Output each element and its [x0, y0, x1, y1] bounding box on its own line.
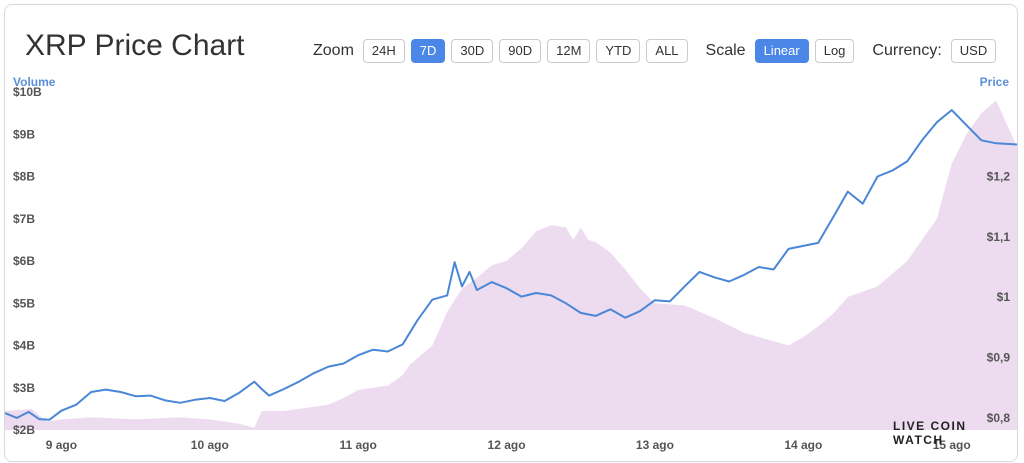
zoom-label: Zoom: [313, 42, 354, 59]
x-tick-label: 11 ago: [339, 438, 376, 452]
x-tick-label: 9 ago: [46, 438, 77, 452]
zoom-all-button[interactable]: ALL: [646, 39, 688, 63]
volume-tick-label: $9B: [13, 127, 35, 141]
brand-logo: LIVE COIN WATCH: [893, 419, 967, 447]
price-tick-label: $1,2: [987, 170, 1011, 184]
price-line: [5, 109, 1017, 421]
zoom-24h-button[interactable]: 24H: [362, 39, 405, 63]
chart-toolbar: Zoom 24H 7D 30D 90D 12M YTD ALL Scale Li…: [313, 38, 1002, 64]
volume-tick-label: $3B: [13, 381, 35, 395]
x-tick-label: 12 ago: [488, 438, 526, 452]
scale-log-button[interactable]: Log: [814, 39, 855, 63]
price-axis-title: Price: [979, 75, 1009, 89]
price-tick-label: $0,8: [987, 411, 1011, 425]
volume-tick-label: $6B: [13, 254, 35, 268]
x-tick-label: 10 ago: [191, 438, 229, 452]
zoom-30d-button[interactable]: 30D: [451, 39, 494, 63]
x-tick-label: 14 ago: [784, 438, 822, 452]
zoom-90d-button[interactable]: 90D: [499, 39, 542, 63]
zoom-ytd-button[interactable]: YTD: [596, 39, 641, 63]
chart-card: XRP Price Chart Zoom 24H 7D 30D 90D 12M …: [4, 4, 1018, 462]
price-volume-chart: $2B $3B $4B $5B $6B $7B $8B $9B $10B $0,8 $0,9 $1 $1…: [5, 85, 1017, 452]
x-tick-label: 13 ago: [636, 438, 674, 452]
volume-area: [5, 100, 1017, 431]
zoom-12m-button[interactable]: 12M: [547, 39, 591, 63]
volume-tick-label: $4B: [13, 339, 35, 353]
currency-label: Currency:: [872, 42, 942, 59]
price-tick-label: $1: [997, 290, 1011, 304]
volume-axis-title: Volume: [13, 75, 56, 89]
volume-tick-label: $10B: [13, 85, 42, 99]
price-tick-label: $0,9: [987, 351, 1011, 365]
scale-linear-button[interactable]: Linear: [754, 39, 809, 63]
currency-select[interactable]: USD: [950, 39, 997, 63]
page-title: XRP Price Chart: [25, 29, 245, 62]
volume-tick-label: $2B: [13, 423, 35, 437]
price-tick-label: $1,1: [987, 230, 1011, 244]
zoom-7d-button[interactable]: 7D: [410, 39, 446, 63]
volume-tick-label: $8B: [13, 170, 35, 184]
scale-label: Scale: [705, 42, 746, 59]
x-tick-label: 15 ago: [933, 438, 971, 452]
volume-tick-label: $7B: [13, 212, 35, 226]
volume-tick-label: $5B: [13, 296, 35, 310]
